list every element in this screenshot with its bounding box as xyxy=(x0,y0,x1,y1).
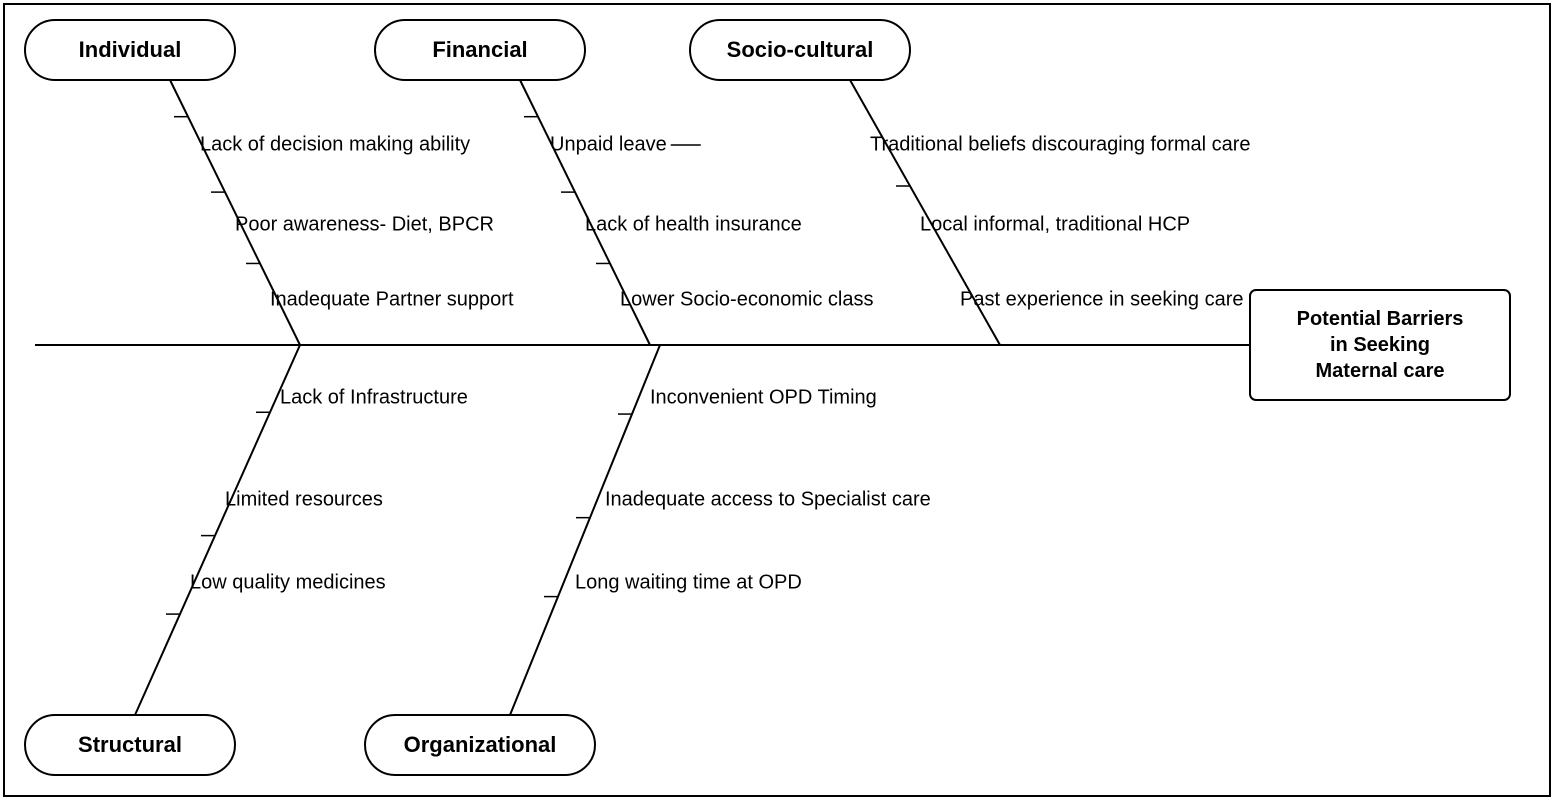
category-label-socio-cultural: Socio-cultural xyxy=(727,37,874,62)
cause-label: Poor awareness- Diet, BPCR xyxy=(235,213,494,235)
category-label-individual: Individual xyxy=(79,37,182,62)
outcome-label: Potential Barriers xyxy=(1297,308,1464,330)
bone-organizational xyxy=(510,345,660,715)
cause-label: Limited resources xyxy=(225,488,383,510)
cause-label: Low quality medicines xyxy=(190,571,386,593)
cause-label: Local informal, traditional HCP xyxy=(920,213,1190,235)
category-label-structural: Structural xyxy=(78,732,182,757)
fishbone-diagram: Potential Barriers in Seeking Maternal car… xyxy=(0,0,1554,800)
cause-label: Unpaid leave xyxy=(550,133,667,155)
cause-label: Inconvenient OPD Timing xyxy=(650,386,877,408)
cause-label: Lack of health insurance xyxy=(585,213,802,235)
outcome-label: in Seeking xyxy=(1330,334,1430,356)
cause-label: Lack of Infrastructure xyxy=(280,386,468,408)
category-label-financial: Financial xyxy=(432,37,527,62)
cause-label: Inadequate access to Specialist care xyxy=(605,488,931,510)
cause-label: Lower Socio-economic class xyxy=(620,288,873,310)
cause-label: Inadequate Partner support xyxy=(270,288,514,310)
cause-label: Long waiting time at OPD xyxy=(575,571,802,593)
cause-label: Lack of decision making ability xyxy=(200,133,470,155)
category-label-organizational: Organizational xyxy=(404,732,557,757)
bone-structural xyxy=(135,345,300,715)
cause-label: Traditional beliefs discouraging formal … xyxy=(870,133,1251,155)
cause-label: Past experience in seeking care xyxy=(960,288,1244,310)
outcome-label: Maternal care xyxy=(1316,360,1445,382)
